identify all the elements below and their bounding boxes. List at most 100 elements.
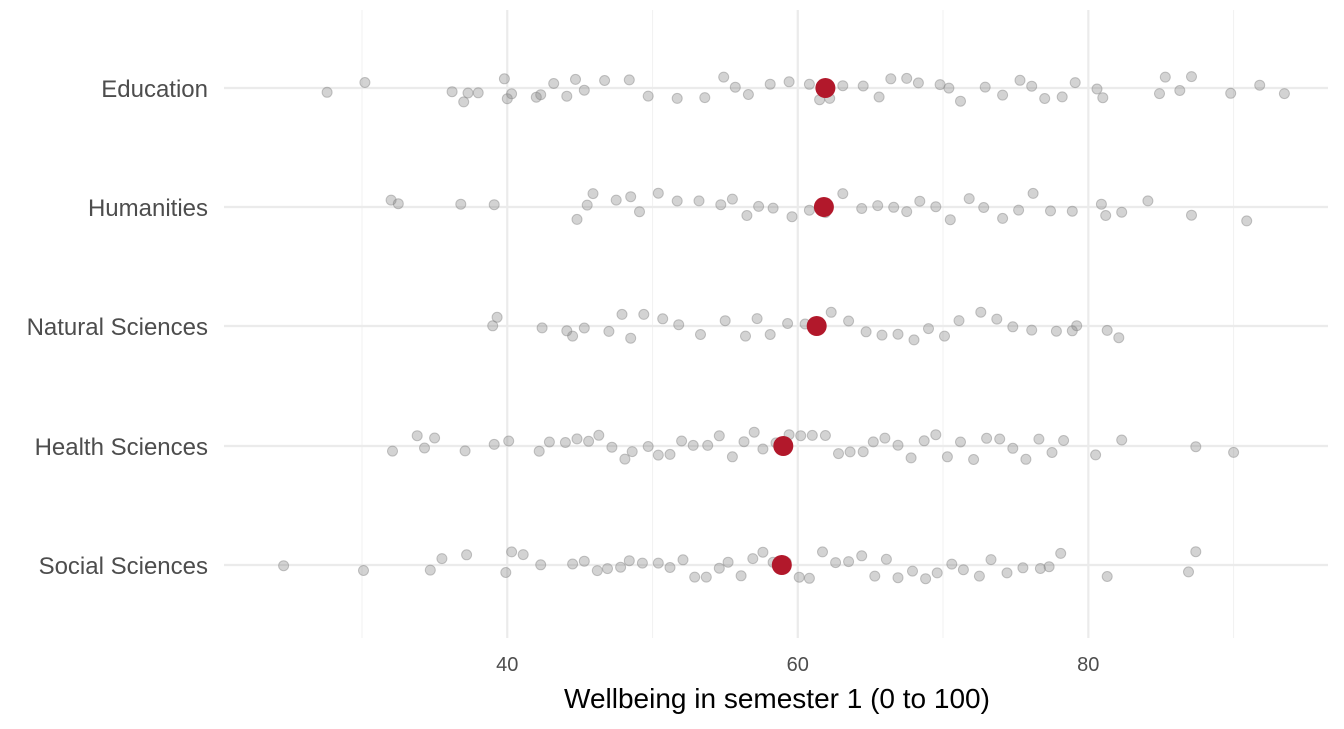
data-point	[642, 90, 654, 102]
data-point	[857, 80, 869, 92]
data-point	[857, 446, 869, 458]
data-point	[1186, 209, 1197, 221]
data-point	[1113, 332, 1125, 344]
data-point	[892, 439, 904, 451]
data-point	[1090, 449, 1102, 461]
data-point	[533, 445, 545, 457]
data-point	[385, 194, 397, 206]
data-point	[751, 313, 763, 325]
data-point	[702, 439, 714, 451]
data-point	[830, 557, 842, 569]
data-point	[1101, 324, 1113, 336]
data-point	[901, 72, 913, 84]
data-point	[455, 198, 467, 210]
data-point	[392, 198, 404, 210]
data-point	[501, 93, 513, 105]
data-point	[677, 554, 689, 566]
data-point	[719, 315, 731, 327]
data-point	[1046, 447, 1058, 458]
data-point	[634, 206, 645, 218]
data-point	[1066, 205, 1078, 217]
data-point	[642, 441, 654, 452]
data-point	[1091, 83, 1103, 95]
data-point	[907, 565, 918, 577]
data-point	[488, 199, 500, 211]
data-point	[941, 451, 953, 463]
data-point	[583, 435, 595, 447]
data-point	[748, 426, 760, 438]
data-point	[1116, 206, 1128, 218]
data-point	[825, 306, 837, 318]
data-point	[963, 193, 975, 205]
data-point	[997, 89, 1009, 101]
data-point	[885, 73, 897, 85]
mean-marker	[773, 436, 794, 456]
data-point	[1058, 435, 1070, 446]
data-point	[636, 557, 648, 569]
data-point	[747, 553, 759, 565]
data-point	[695, 329, 706, 340]
data-point	[782, 318, 794, 329]
data-point	[1014, 74, 1026, 86]
data-point	[1095, 198, 1107, 210]
data-point	[1186, 71, 1197, 83]
data-point	[843, 556, 855, 568]
data-point	[567, 558, 579, 570]
data-point	[722, 556, 734, 568]
data-point	[429, 432, 441, 444]
data-point	[934, 79, 946, 91]
data-point	[1043, 561, 1055, 573]
category-label: Health Sciences	[35, 434, 208, 461]
data-point	[819, 430, 831, 441]
data-point	[1066, 325, 1078, 337]
data-point	[581, 199, 593, 211]
data-point	[879, 432, 891, 444]
data-point	[806, 429, 818, 441]
data-point	[1228, 446, 1240, 458]
data-point	[1116, 434, 1128, 446]
data-point	[535, 89, 547, 101]
data-point	[892, 572, 904, 584]
data-point	[901, 206, 913, 218]
category-label: Social Sciences	[39, 553, 208, 580]
data-point	[1027, 187, 1039, 199]
data-point	[873, 91, 885, 103]
data-point	[1039, 93, 1051, 104]
data-point	[957, 564, 969, 576]
data-point	[837, 188, 849, 200]
data-point	[571, 433, 583, 445]
data-point	[1026, 80, 1038, 92]
category-axis-labels: Education Humanities Natural Sciences Healt…	[27, 76, 208, 580]
data-point	[817, 546, 828, 558]
data-point	[741, 210, 753, 221]
data-point	[664, 562, 676, 573]
data-point	[843, 315, 855, 327]
data-point	[548, 78, 560, 89]
data-point	[1026, 324, 1038, 336]
data-point	[1017, 562, 1029, 574]
data-point	[536, 322, 548, 334]
data-point	[543, 436, 555, 448]
data-point	[671, 92, 683, 104]
data-point	[735, 570, 747, 582]
data-point	[578, 84, 590, 96]
data-point	[718, 71, 730, 83]
data-point	[979, 81, 991, 93]
data-point	[1159, 71, 1171, 83]
data-point	[923, 323, 934, 335]
data-point	[567, 330, 579, 342]
data-point	[844, 446, 856, 458]
data-point	[713, 430, 725, 442]
category-label: Humanities	[88, 195, 208, 222]
data-point	[593, 429, 605, 441]
data-point	[740, 330, 751, 342]
data-point	[461, 549, 473, 561]
data-point	[869, 570, 881, 582]
data-point	[978, 202, 990, 213]
data-point	[981, 432, 993, 444]
data-point	[931, 567, 943, 579]
data-point	[880, 553, 892, 565]
data-point	[968, 454, 980, 465]
data-point	[920, 573, 932, 585]
data-point	[1174, 85, 1186, 96]
